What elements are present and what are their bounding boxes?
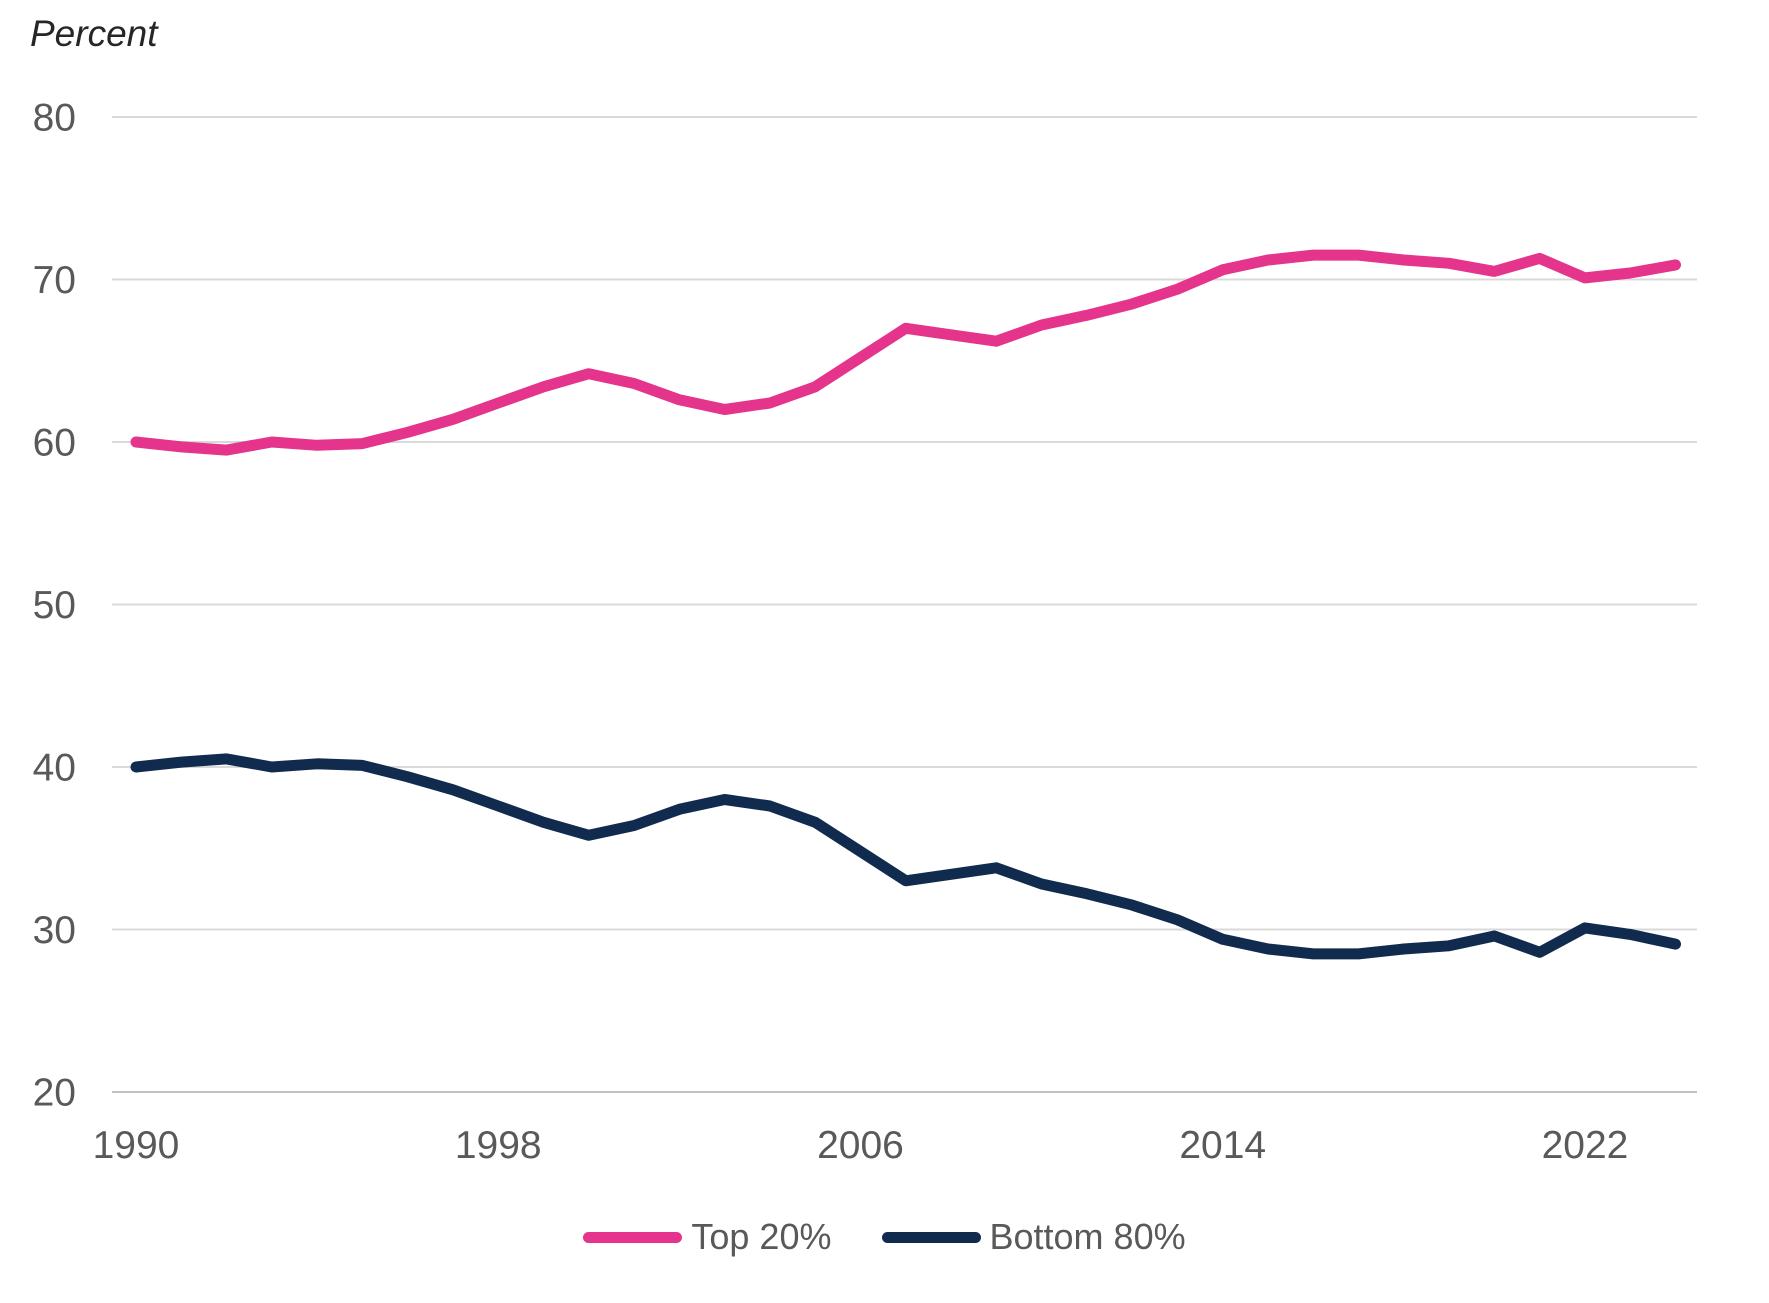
y-tick-label-60: 60 [33,422,76,465]
legend: Top 20% Bottom 80% [0,1213,1769,1261]
legend-swatch-top-20-icon [583,1231,683,1243]
x-tick-label-2006: 2006 [817,1124,904,1167]
y-tick-label-40: 40 [33,747,76,790]
x-tick-label-1998: 1998 [455,1124,542,1167]
legend-item-bottom-80: Bottom 80% [881,1216,1186,1258]
legend-item-top-20: Top 20% [583,1216,832,1258]
unit-label: Percent [30,13,159,54]
y-tick-label-20: 20 [33,1072,76,1115]
x-tick-label-2022: 2022 [1542,1124,1629,1167]
legend-label-top-20: Top 20% [691,1216,832,1257]
y-tick-label-70: 70 [33,259,76,302]
x-tick-label-1990: 1990 [93,1124,180,1167]
series-line-top-20- [130,249,1681,456]
legend-swatch-bottom-80-icon [881,1231,981,1243]
series-line-bottom-80- [130,753,1681,960]
y-tick-label-30: 30 [33,909,76,952]
legend-label-bottom-80: Bottom 80% [989,1216,1186,1257]
x-tick-label-2014: 2014 [1179,1124,1266,1167]
y-tick-label-50: 50 [33,584,76,627]
y-tick-label-80: 80 [33,97,76,140]
